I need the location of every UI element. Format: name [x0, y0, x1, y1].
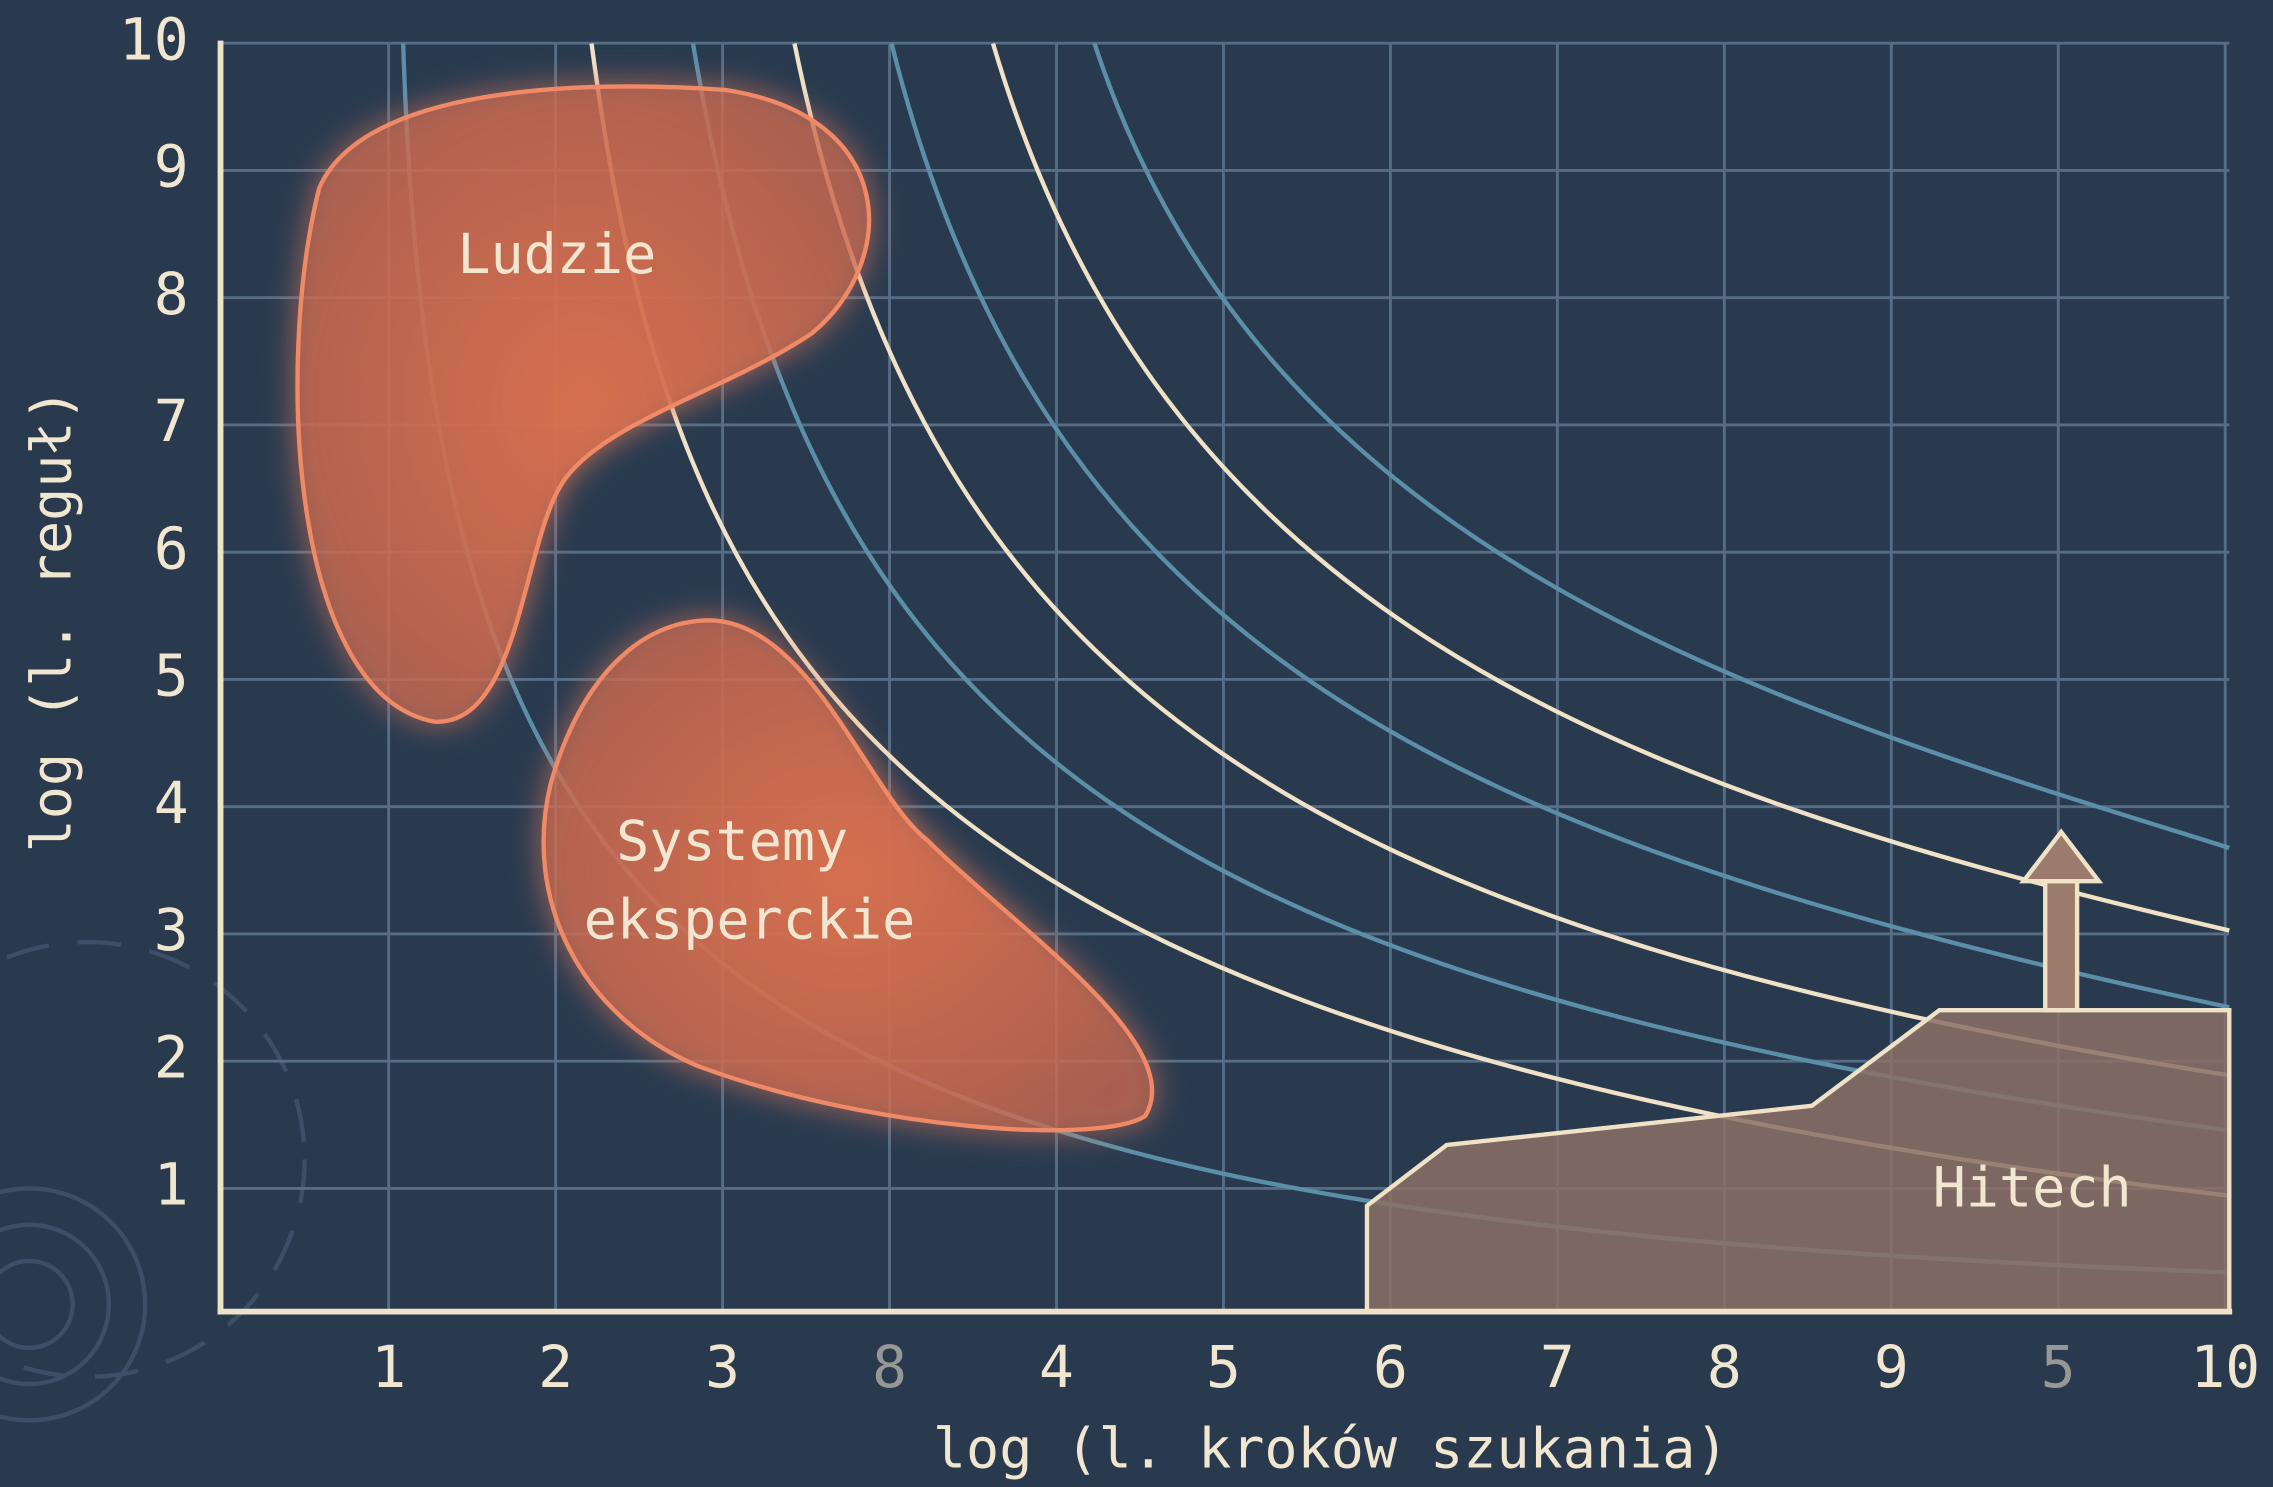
y-tick-label: 5	[154, 642, 189, 710]
y-axis-label: log (l. reguł)	[19, 388, 83, 852]
x-axis-label: log (l. kroków szukania)	[933, 1416, 1729, 1480]
y-tick-label: 7	[154, 387, 189, 455]
x-tick-label: 3	[705, 1333, 740, 1401]
x-tick-label: 8	[872, 1333, 907, 1401]
x-tick-label: 4	[1039, 1333, 1074, 1401]
page: {"y_axis": {"label": "log (l. reguł)", "…	[0, 0, 2273, 1487]
x-tick-label: 5	[2041, 1333, 2076, 1401]
region-label: eksperckie	[584, 887, 916, 951]
diagram: log (l. kroków szukania) log (l. reguł) …	[0, 0, 2273, 1487]
x-tick-label: 2	[538, 1333, 573, 1401]
y-tick-label: 8	[154, 260, 189, 328]
y-tick-label: 1	[154, 1151, 189, 1219]
y-tick-label: 2	[154, 1023, 189, 1091]
y-tick-label: 3	[154, 896, 189, 964]
y-tick-label: 4	[154, 769, 189, 837]
x-tick-label: 1	[371, 1333, 406, 1401]
y-tick-label: 6	[154, 514, 189, 582]
region-label: Systemy	[616, 809, 848, 873]
region-label: Hitech	[1933, 1155, 2132, 1219]
y-tick-label: 10	[119, 5, 189, 73]
x-tick-label: 10	[2190, 1333, 2260, 1401]
region-label: Ludzie	[457, 222, 656, 286]
x-tick-label: 5	[1206, 1333, 1241, 1401]
x-tick-label: 8	[1707, 1333, 1742, 1401]
x-tick-label: 9	[1874, 1333, 1909, 1401]
y-tick-label: 9	[154, 133, 189, 201]
x-tick-label: 7	[1540, 1333, 1575, 1401]
x-tick-label: 6	[1373, 1333, 1408, 1401]
